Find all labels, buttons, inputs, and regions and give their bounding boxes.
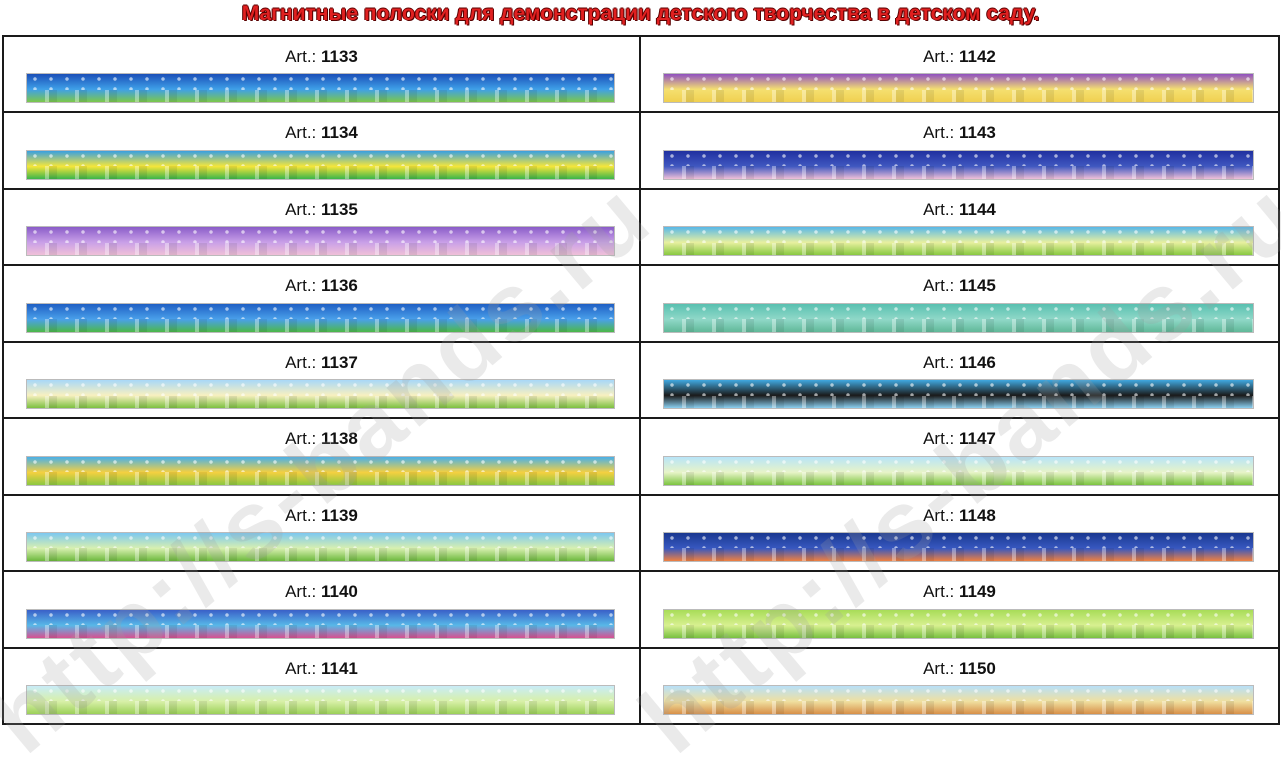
article-label: Art.: 1147 [641,429,1278,449]
product-cell: Art.: 1139 [4,496,639,573]
magnetic-strip-image [26,608,615,639]
article-prefix: Art.: [923,658,955,678]
product-cell: Art.: 1148 [641,496,1278,573]
article-label: Art.: 1149 [641,582,1278,602]
article-label: Art.: 1150 [641,659,1278,679]
article-number: 1137 [321,352,358,372]
article-number: 1143 [959,123,996,143]
article-prefix: Art.: [923,276,955,296]
product-grid: Art.: 1133 Art.: 1134 Art.: 1135 Art.: 1136… [2,35,1280,725]
article-prefix: Art.: [285,199,317,219]
magnetic-strip-image [26,684,615,715]
article-label: Art.: 1137 [4,353,639,373]
article-label: Art.: 1141 [4,659,639,679]
article-label: Art.: 1139 [4,506,639,526]
article-number: 1139 [321,505,358,525]
product-cell: Art.: 1136 [4,266,639,343]
article-label: Art.: 1140 [4,582,639,602]
article-prefix: Art.: [923,123,955,143]
article-label: Art.: 1142 [641,47,1278,67]
magnetic-strip-image [663,226,1254,257]
right-column: Art.: 1142 Art.: 1143 Art.: 1144 Art.: 1145… [641,37,1278,723]
article-prefix: Art.: [285,582,317,602]
magnetic-strip-image [26,532,615,563]
article-prefix: Art.: [923,429,955,449]
magnetic-strip-image [26,226,615,257]
magnetic-strip-image [26,302,615,333]
product-cell: Art.: 1142 [641,37,1278,114]
product-cell: Art.: 1134 [4,113,639,190]
article-number: 1138 [321,429,358,449]
article-number: 1136 [321,276,358,296]
article-label: Art.: 1135 [4,200,639,220]
article-number: 1134 [321,123,358,143]
product-cell: Art.: 1135 [4,190,639,267]
article-label: Art.: 1146 [641,353,1278,373]
product-cell: Art.: 1149 [641,572,1278,649]
page-title: Магнитные полоски для демонстрации детск… [241,2,1040,25]
product-cell: Art.: 1141 [4,649,639,723]
article-label: Art.: 1145 [641,276,1278,296]
article-label: Art.: 1144 [641,200,1278,220]
article-number: 1147 [959,429,996,449]
magnetic-strip-image [663,684,1254,715]
article-number: 1133 [321,47,358,66]
article-prefix: Art.: [923,199,955,219]
magnetic-strip-image [663,379,1254,410]
article-number: 1150 [959,658,996,678]
product-cell: Art.: 1137 [4,343,639,420]
article-prefix: Art.: [923,582,955,602]
article-number: 1144 [959,199,996,219]
article-prefix: Art.: [285,352,317,372]
product-cell: Art.: 1133 [4,37,639,114]
article-number: 1146 [959,352,996,372]
article-label: Art.: 1143 [641,123,1278,143]
magnetic-strip-image [26,379,615,410]
article-prefix: Art.: [285,429,317,449]
product-cell: Art.: 1138 [4,419,639,496]
article-prefix: Art.: [285,123,317,143]
article-number: 1142 [959,47,996,66]
article-label: Art.: 1133 [4,47,639,67]
magnetic-strip-image [663,73,1254,104]
article-prefix: Art.: [923,505,955,525]
product-cell: Art.: 1145 [641,266,1278,343]
article-prefix: Art.: [285,47,317,66]
article-number: 1148 [959,505,996,525]
magnetic-strip-image [663,455,1254,486]
article-prefix: Art.: [285,658,317,678]
article-prefix: Art.: [285,276,317,296]
article-label: Art.: 1136 [4,276,639,296]
magnetic-strip-image [26,149,615,180]
article-number: 1141 [321,658,358,678]
article-label: Art.: 1138 [4,429,639,449]
magnetic-strip-image [663,532,1254,563]
article-prefix: Art.: [923,352,955,372]
article-prefix: Art.: [923,47,955,66]
article-number: 1135 [321,199,358,219]
product-cell: Art.: 1144 [641,190,1278,267]
article-number: 1149 [959,582,996,602]
product-cell: Art.: 1147 [641,419,1278,496]
product-cell: Art.: 1140 [4,572,639,649]
product-cell: Art.: 1150 [641,649,1278,723]
magnetic-strip-image [663,608,1254,639]
magnetic-strip-image [26,455,615,486]
magnetic-strip-image [26,73,615,104]
product-cell: Art.: 1146 [641,343,1278,420]
magnetic-strip-image [663,149,1254,180]
article-number: 1145 [959,276,996,296]
product-cell: Art.: 1143 [641,113,1278,190]
article-prefix: Art.: [285,505,317,525]
magnetic-strip-image [663,302,1254,333]
article-label: Art.: 1148 [641,506,1278,526]
left-column: Art.: 1133 Art.: 1134 Art.: 1135 Art.: 1136… [4,37,641,723]
article-number: 1140 [321,582,358,602]
article-label: Art.: 1134 [4,123,639,143]
